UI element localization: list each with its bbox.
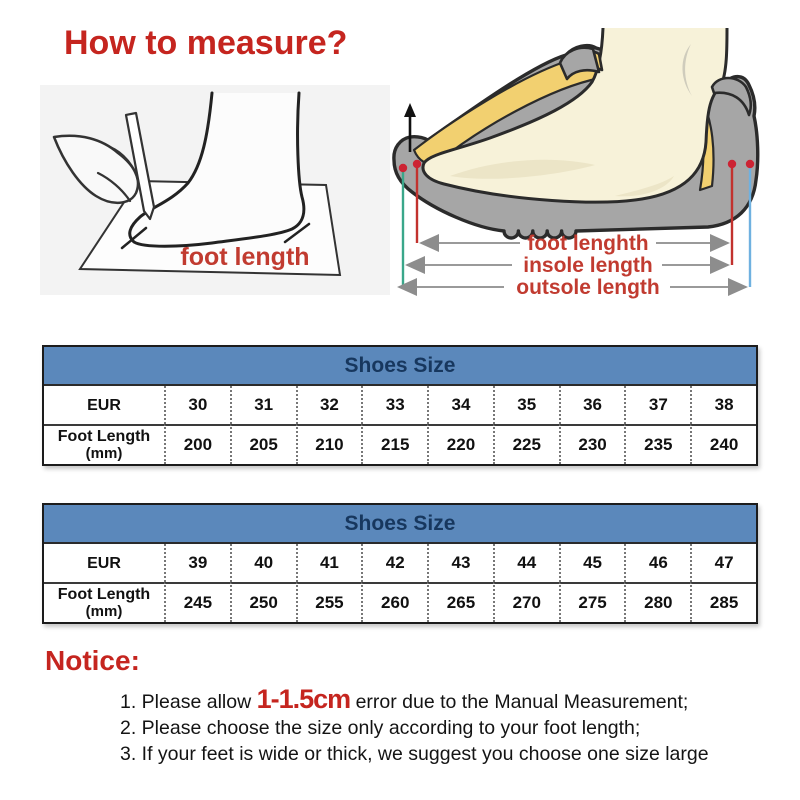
length-unit-text: (mm)	[85, 445, 123, 462]
notice-title: Notice:	[45, 645, 140, 676]
length-cell: 200	[164, 424, 230, 464]
size-table-title: Shoes Size	[44, 505, 756, 544]
insole-length-dim-label: insole length	[523, 254, 653, 277]
size-cell: 43	[427, 544, 493, 582]
pen	[124, 111, 156, 221]
length-cell: 210	[295, 424, 362, 464]
notice-item-3: 3. If your feet is wide or thick, we sug…	[120, 743, 709, 765]
length-cell: 245	[164, 582, 230, 622]
length-cell: 250	[229, 582, 296, 622]
size-cell: 42	[361, 544, 427, 582]
notice-item-2: 2. Please choose the size only according…	[120, 717, 641, 739]
shoe-cross-section: foot lenghth insole length outsole lengt…	[392, 27, 760, 299]
size-cell: 40	[229, 544, 296, 582]
fingers	[96, 145, 140, 203]
size-cell: 44	[492, 544, 559, 582]
length-cell: 230	[558, 424, 625, 464]
notice-item-1: 1. Please allow 1-1.5cm error due to the…	[120, 686, 775, 715]
length-cell: 240	[690, 424, 756, 464]
length-cell: 235	[624, 424, 691, 464]
measure-dots	[398, 159, 755, 173]
length-cell: 285	[690, 582, 756, 622]
foot-measure-illustration: foot length	[40, 85, 390, 295]
length-cell: 215	[361, 424, 428, 464]
size-cell: 35	[492, 386, 559, 424]
length-cell: 220	[427, 424, 493, 464]
foot-length-dim-label: foot lenghth	[527, 232, 648, 255]
length-unit-text: (mm)	[85, 603, 123, 620]
notice-list: 1. Please allow 1-1.5cm error due to the…	[120, 686, 775, 767]
foot-length-label: foot length	[180, 243, 309, 271]
length-cell: 280	[624, 582, 691, 622]
toe-arrow	[404, 103, 416, 152]
measure-tick-marks	[120, 222, 311, 250]
length-label: Foot Length (mm)	[44, 582, 164, 622]
hand	[52, 134, 140, 204]
size-cell: 38	[690, 386, 756, 424]
size-table: Shoes Size EUR 30 31 32 33 34 35 36 37 38 Foot Leng…	[42, 345, 758, 466]
length-cell: 270	[492, 582, 559, 622]
size-system-label: EUR	[87, 554, 121, 572]
length-cell: 260	[361, 582, 428, 622]
size-cell: 30	[164, 386, 230, 424]
outsole-length-dim-label: outsole length	[516, 276, 660, 299]
size-cell: 34	[427, 386, 493, 424]
size-cell: 37	[624, 386, 690, 424]
foot-shading	[450, 159, 674, 197]
length-cell: 205	[229, 424, 296, 464]
size-system-label: EUR	[87, 396, 121, 414]
size-cell: 45	[558, 544, 625, 582]
page-title: How to measure?	[64, 24, 348, 62]
size-table-title: Shoes Size	[44, 347, 756, 386]
notice-item-1-text: 1. Please allow	[120, 691, 257, 713]
size-tables: Shoes Size EUR 30 31 32 33 34 35 36 37 38 Foot Leng…	[42, 345, 758, 661]
length-label-text: Foot Length	[57, 428, 151, 445]
notice-item-1-text-2: error due to the Manual Measurement;	[350, 691, 689, 713]
ankle-shade-crescent	[682, 44, 692, 96]
length-label-text: Foot Length	[57, 586, 151, 603]
length-cell: 265	[427, 582, 493, 622]
size-cell: 41	[295, 544, 362, 582]
foot-tracing-drawing: foot length	[52, 91, 342, 277]
size-cell: 33	[361, 386, 427, 424]
size-cell: 31	[229, 386, 296, 424]
shoe-measure-illustration: foot lenghth insole length outsole lengt…	[390, 0, 800, 300]
size-table-grid: EUR 39 40 41 42 43 44 45 46 47 Foot Length (mm) 245 2…	[44, 544, 756, 622]
size-cell: 32	[295, 386, 362, 424]
size-cell: 39	[164, 544, 230, 582]
length-label: Foot Length (mm)	[44, 424, 164, 464]
size-table-grid: EUR 30 31 32 33 34 35 36 37 38 Foot Length (mm) 200 2…	[44, 386, 756, 464]
size-table: Shoes Size EUR 39 40 41 42 43 44 45 46 47 Foot Leng…	[42, 503, 758, 624]
notice-section: Notice: 1. Please allow 1-1.5cm error du…	[45, 645, 775, 767]
size-cell: 46	[624, 544, 690, 582]
foot-outline	[128, 91, 306, 248]
length-cell: 255	[295, 582, 362, 622]
foot-in-shoe	[421, 27, 729, 204]
length-cell: 275	[558, 582, 625, 622]
shoe-collar	[558, 46, 752, 117]
measure-verticals	[401, 165, 752, 287]
size-cell: 36	[558, 386, 625, 424]
length-cell: 225	[492, 424, 559, 464]
notice-item-1-highlight: 1-1.5cm	[256, 684, 352, 714]
size-cell: 47	[690, 544, 756, 582]
dimension-lines	[397, 234, 748, 296]
